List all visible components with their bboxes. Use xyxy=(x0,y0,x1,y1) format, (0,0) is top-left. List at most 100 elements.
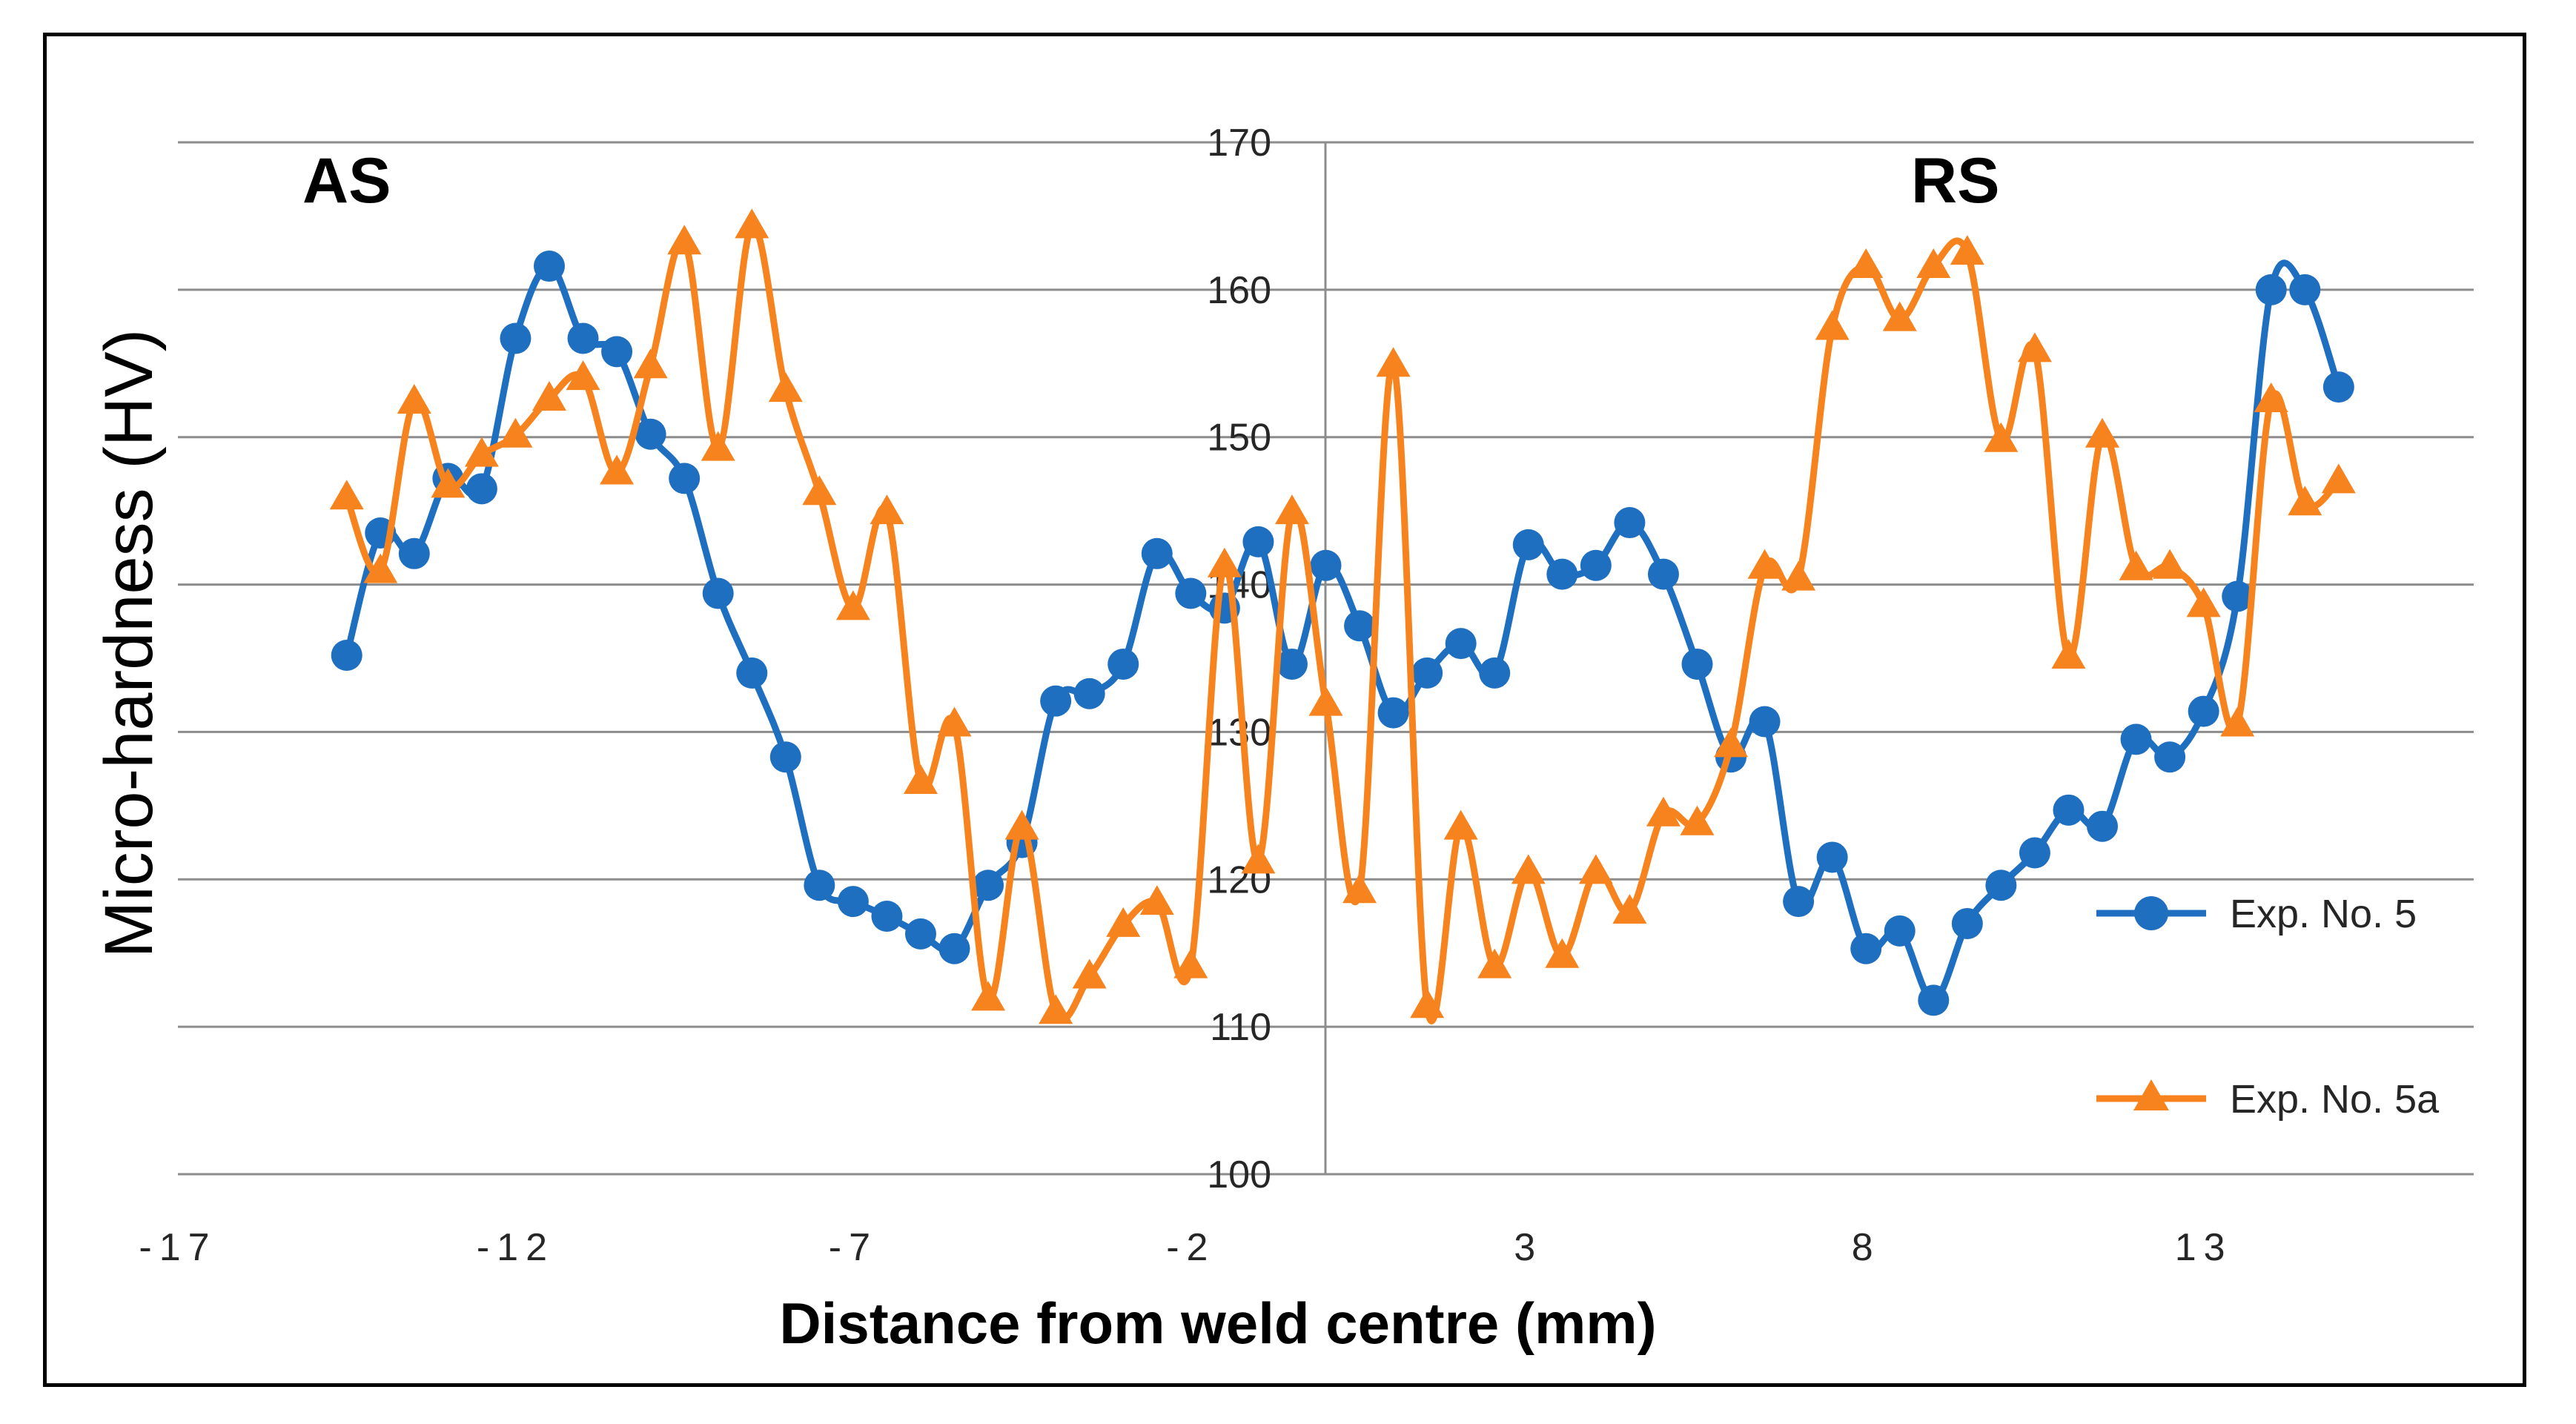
data-point xyxy=(1781,560,1816,591)
data-point xyxy=(635,418,666,450)
data-point xyxy=(532,381,566,411)
data-point xyxy=(1647,558,1679,590)
data-point xyxy=(1308,686,1343,716)
data-point xyxy=(1546,558,1578,590)
data-point xyxy=(1072,958,1107,989)
data-point xyxy=(2085,417,2120,448)
data-point xyxy=(1175,577,1207,609)
data-point xyxy=(2087,810,2119,842)
data-point xyxy=(1680,805,1715,835)
data-point xyxy=(1578,854,1613,884)
x-tick-labels: -17 -12 -7 -2 3 8 13 xyxy=(139,1226,2233,1269)
x-tick-label: -17 xyxy=(139,1226,216,1269)
data-point xyxy=(736,657,768,689)
data-point xyxy=(2220,706,2255,737)
y-tick-label: 150 xyxy=(1207,417,1271,460)
data-point xyxy=(837,886,869,918)
data-point xyxy=(431,468,466,498)
data-point xyxy=(1106,907,1141,937)
series-line-exp-no-5a xyxy=(343,222,2341,1024)
data-point xyxy=(667,225,702,255)
series-layer xyxy=(329,208,2356,1024)
data-point xyxy=(2017,332,2052,362)
data-point xyxy=(1443,809,1478,840)
data-point xyxy=(1004,809,1039,840)
data-point xyxy=(1545,938,1580,968)
y-tick-label: 160 xyxy=(1207,269,1271,312)
data-point xyxy=(600,454,635,485)
data-point xyxy=(2053,794,2085,826)
data-point xyxy=(1714,727,1749,758)
data-point xyxy=(2322,371,2354,403)
data-point xyxy=(1783,886,1815,918)
data-point xyxy=(904,918,936,950)
data-point xyxy=(768,372,803,403)
data-point xyxy=(1411,657,1443,689)
data-point xyxy=(1376,347,1411,377)
data-point xyxy=(1580,549,1612,581)
data-point xyxy=(2019,837,2050,869)
data-point xyxy=(1445,628,1477,660)
data-point xyxy=(1984,422,2019,452)
data-point xyxy=(1815,310,1850,340)
data-point xyxy=(2120,723,2152,755)
data-point xyxy=(1512,529,1544,560)
data-point xyxy=(1139,885,1174,915)
x-axis-title: Distance from weld centre (mm) xyxy=(779,1291,1656,1356)
data-point xyxy=(2289,274,2321,305)
x-tick-label: 8 xyxy=(1852,1226,1881,1269)
data-point xyxy=(466,473,497,505)
series-exp-no-5a xyxy=(329,208,2356,1024)
data-point xyxy=(567,322,599,354)
data-point xyxy=(601,336,633,368)
data-point xyxy=(1918,984,1950,1016)
data-point xyxy=(1410,988,1445,1019)
data-point xyxy=(1344,610,1376,642)
x-tick-label: 13 xyxy=(2175,1226,2233,1269)
data-point xyxy=(2321,463,2356,494)
data-point xyxy=(1479,657,1511,689)
data-point xyxy=(1612,894,1647,924)
data-point xyxy=(2154,741,2186,773)
data-point xyxy=(903,764,938,795)
data-point xyxy=(2051,639,2086,669)
data-point xyxy=(1511,854,1546,884)
data-point xyxy=(498,417,533,448)
y-tick-label: 100 xyxy=(1207,1153,1271,1196)
x-tick-label: -12 xyxy=(477,1226,554,1269)
data-point xyxy=(1681,648,1713,680)
y-axis-title: Micro-hardness (HV) xyxy=(91,329,167,958)
data-point xyxy=(1276,648,1308,680)
data-point xyxy=(1141,537,1173,569)
data-point xyxy=(2186,587,2221,617)
data-point xyxy=(973,870,1004,901)
data-point xyxy=(769,741,801,773)
data-point xyxy=(1985,870,2017,901)
y-tick-label: 110 xyxy=(1210,1006,1271,1049)
series-exp-no-5 xyxy=(331,251,2354,1016)
advancing-side-label: AS xyxy=(302,145,391,216)
data-point xyxy=(835,590,870,620)
retreating-side-label: RS xyxy=(1911,145,1999,216)
data-point xyxy=(633,348,668,379)
data-point xyxy=(397,383,431,414)
data-point xyxy=(1951,907,1983,939)
legend: Exp. No. 5 Exp. No. 5a xyxy=(2096,892,2440,1122)
x-tick-label: 3 xyxy=(1514,1226,1543,1269)
data-point xyxy=(1242,526,1274,557)
data-point xyxy=(702,577,734,609)
data-point xyxy=(1310,549,1342,581)
data-point xyxy=(566,360,600,391)
data-point xyxy=(1073,678,1105,709)
data-point xyxy=(937,706,972,737)
data-point xyxy=(1950,235,1984,265)
data-point xyxy=(1377,697,1409,729)
data-point xyxy=(464,437,499,467)
legend-label-exp-5: Exp. No. 5 xyxy=(2230,892,2417,936)
data-point xyxy=(669,463,701,494)
data-point xyxy=(938,933,970,964)
y-tick-label: 170 xyxy=(1207,122,1271,165)
data-point xyxy=(2222,580,2254,612)
